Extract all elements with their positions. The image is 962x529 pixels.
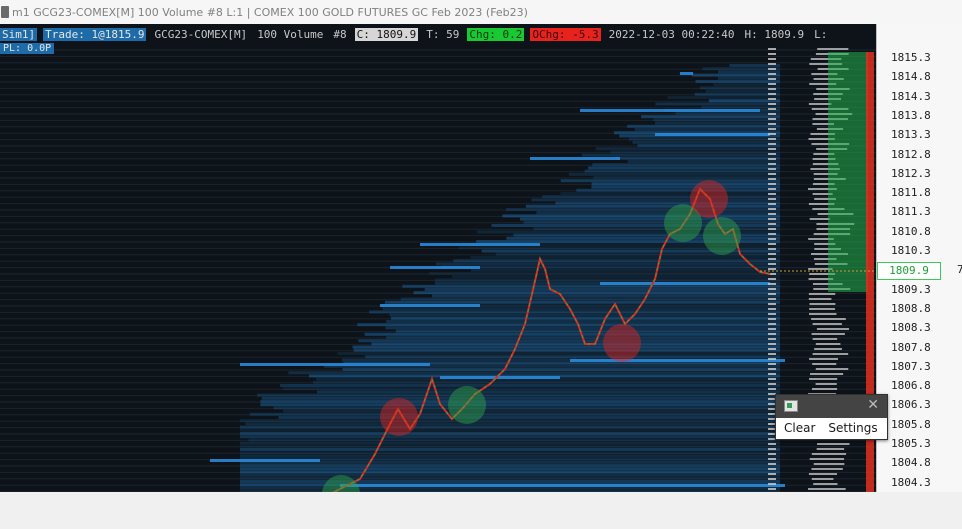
price-tick-label: 1808.3 bbox=[891, 321, 931, 335]
title-bar: m1 GCG23-COMEX[M] 100 Volume #8 L:1 | CO… bbox=[0, 0, 962, 25]
symbol-label: GCG23-COMEX[M] bbox=[154, 28, 248, 41]
price-tick-label: 1804.8 bbox=[891, 456, 931, 470]
tick-count: T: 59 bbox=[426, 28, 460, 41]
price-tick-label: 1811.8 bbox=[891, 186, 931, 200]
price-tick-label: 1814.8 bbox=[891, 70, 931, 84]
price-tick-label: 1809.3 bbox=[891, 282, 931, 296]
overlay-popup: ✕ Clear Settings bbox=[775, 394, 888, 440]
price-tick-label: 1812.8 bbox=[891, 147, 931, 161]
clear-button[interactable]: Clear bbox=[784, 421, 816, 435]
price-tick-label: 1810.8 bbox=[891, 224, 931, 238]
price-tick-label: 1807.3 bbox=[891, 359, 931, 373]
close-price: C: 1809.9 bbox=[354, 28, 419, 41]
popup-header: ✕ bbox=[776, 395, 887, 418]
account-mode: Sim1] bbox=[0, 28, 38, 41]
price-axis[interactable]: 1815.3 1814.8 1814.3 1813.8 1813.3 1812.8 1812… bbox=[876, 24, 962, 492]
popup-actions: Clear Settings bbox=[776, 418, 887, 435]
price-tick-label: 1805.3 bbox=[891, 437, 931, 450]
price-tick-label: 1806.8 bbox=[891, 379, 931, 393]
price-tick-label: 1810.3 bbox=[891, 244, 931, 257]
price-tick-label: 1807.8 bbox=[891, 340, 931, 354]
timestamp: 2022-12-03 00:22:40 bbox=[608, 28, 735, 41]
price-tick-label: 1805.8 bbox=[891, 417, 931, 431]
current-price-marker: 1809.9 bbox=[877, 262, 941, 280]
window-title: m1 GCG23-COMEX[M] 100 Volume #8 L:1 | CO… bbox=[12, 5, 528, 19]
status-strip bbox=[0, 492, 962, 529]
bar-type: 100 Volume bbox=[257, 28, 324, 41]
price-tick-label: 1811.3 bbox=[891, 205, 931, 219]
settings-button[interactable]: Settings bbox=[828, 421, 878, 435]
close-icon[interactable]: ✕ bbox=[867, 397, 879, 413]
app-icon bbox=[1, 6, 9, 18]
change-badge: Chg: 0.2 bbox=[467, 28, 525, 41]
price-tick-label: 1815.3 bbox=[891, 51, 931, 64]
open-change-badge: OChg: -5.3 bbox=[530, 28, 601, 41]
low-price: L: bbox=[814, 28, 828, 41]
price-tick-label: 1806.3 bbox=[891, 398, 931, 412]
bar-number: #8 bbox=[333, 28, 347, 41]
high-price: H: 1809.9 bbox=[744, 28, 805, 41]
chart-info-bar: Sim1] Trade: 1@1815.9 GCG23-COMEX[M] 100… bbox=[0, 27, 835, 42]
price-tick-label: 1814.3 bbox=[891, 89, 931, 103]
axis-side-tick: 7 bbox=[957, 263, 962, 276]
price-tick-label: 1813.3 bbox=[891, 128, 931, 142]
price-tick-label: 1813.8 bbox=[891, 108, 931, 122]
chart-area[interactable]: Sim1] Trade: 1@1815.9 GCG23-COMEX[M] 100… bbox=[0, 24, 962, 492]
last-trade: Trade: 1@1815.9 bbox=[43, 28, 147, 41]
heatmap-canvas bbox=[0, 48, 876, 492]
window-icon bbox=[784, 400, 798, 412]
price-tick-label: 1812.3 bbox=[891, 166, 931, 180]
price-tick-label: 1804.3 bbox=[891, 475, 931, 489]
pl-badge: PL: 0.0P bbox=[0, 43, 55, 54]
price-tick-label: 1808.8 bbox=[891, 301, 931, 315]
